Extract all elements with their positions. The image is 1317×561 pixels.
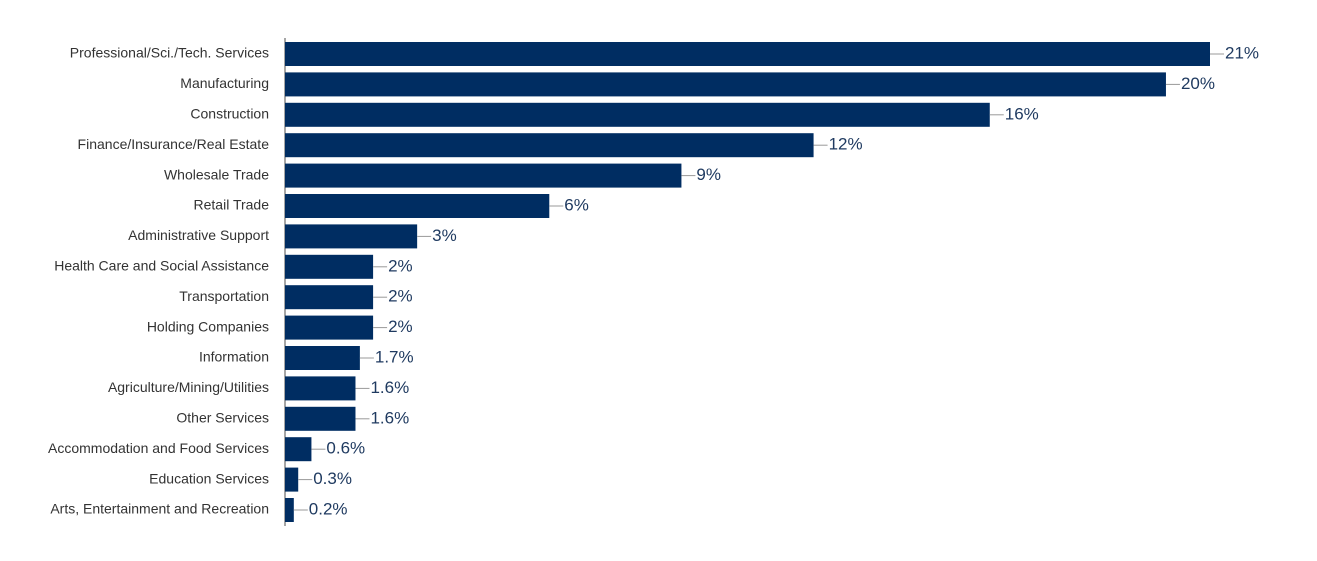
- value-label: 2%: [388, 256, 413, 275]
- value-label: 1.7%: [375, 347, 414, 366]
- bar: [285, 133, 814, 158]
- bar: [285, 406, 356, 431]
- category-label: Accommodation and Food Services: [48, 440, 269, 456]
- bar: [285, 42, 1210, 66]
- bar: [285, 346, 360, 370]
- value-label: 1.6%: [370, 378, 409, 397]
- category-label: Professional/Sci./Tech. Services: [70, 45, 269, 61]
- bar: [285, 285, 374, 310]
- category-label: Transportation: [179, 288, 269, 304]
- bar: [285, 72, 1166, 97]
- bar: [285, 254, 374, 279]
- category-label: Construction: [190, 106, 269, 122]
- value-label: 6%: [564, 195, 589, 214]
- value-label: 3%: [432, 226, 457, 245]
- category-label: Manufacturing: [180, 75, 269, 91]
- value-label: 1.6%: [370, 408, 409, 427]
- value-label: 9%: [696, 165, 721, 184]
- category-label: Wholesale Trade: [164, 166, 269, 182]
- category-label: Agriculture/Mining/Utilities: [108, 379, 269, 395]
- value-label: 0.2%: [309, 499, 348, 518]
- value-label: 20%: [1181, 74, 1215, 93]
- bar: [285, 467, 299, 492]
- value-label: 2%: [388, 317, 413, 336]
- bar: [285, 376, 356, 401]
- value-label: 16%: [1005, 104, 1039, 123]
- category-label: Information: [199, 349, 269, 365]
- value-label: 21%: [1225, 43, 1259, 62]
- category-label: Health Care and Social Assistance: [54, 258, 269, 274]
- bar: [285, 437, 312, 462]
- bar: [285, 194, 550, 218]
- category-label: Holding Companies: [147, 318, 269, 334]
- category-label: Finance/Insurance/Real Estate: [78, 136, 270, 152]
- bar: [285, 163, 682, 188]
- value-label: 2%: [388, 287, 413, 306]
- bar: [285, 498, 294, 522]
- value-label: 0.3%: [313, 469, 352, 488]
- category-label: Education Services: [149, 470, 269, 486]
- category-label: Arts, Entertainment and Recreation: [50, 501, 269, 517]
- category-label: Retail Trade: [194, 197, 270, 213]
- value-label: 0.6%: [326, 439, 365, 458]
- value-label: 12%: [829, 135, 863, 154]
- category-label: Other Services: [176, 410, 269, 426]
- bar: [285, 102, 990, 127]
- bar: [285, 224, 418, 249]
- category-label: Administrative Support: [128, 227, 269, 243]
- bar: [285, 315, 374, 340]
